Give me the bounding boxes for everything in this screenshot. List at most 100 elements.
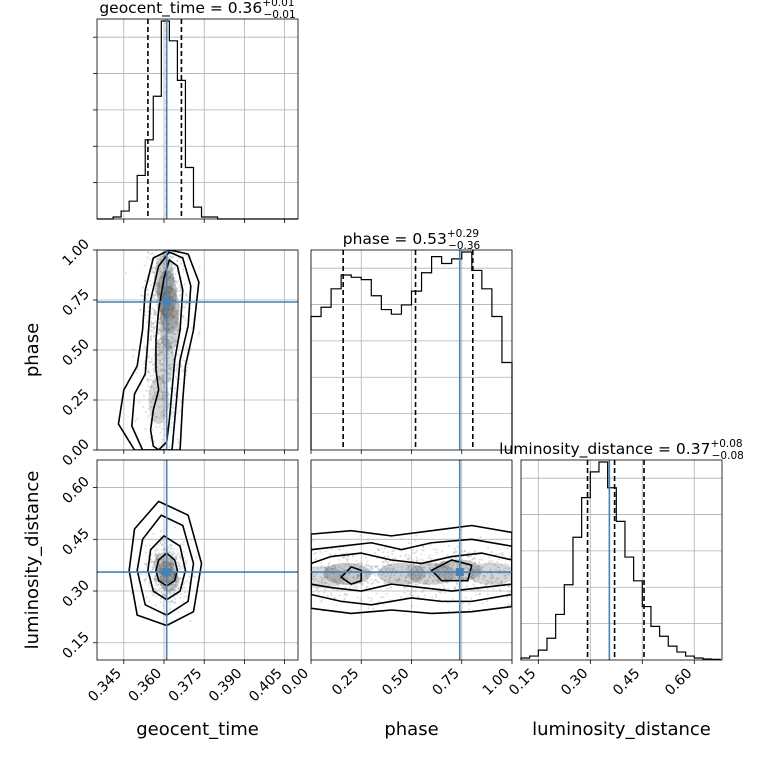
sample-point [389, 564, 392, 567]
sample-point [170, 551, 173, 554]
sample-point [338, 594, 341, 597]
x-tick-label: 0.75 [430, 666, 463, 699]
sample-point [130, 591, 133, 594]
sample-point [147, 415, 150, 418]
sample-point [368, 596, 371, 599]
sample-point [152, 316, 155, 319]
sample-point [172, 547, 175, 550]
sample-point [431, 566, 434, 569]
sample-point [148, 470, 150, 472]
histogram-phase [310, 251, 513, 450]
sample-point [161, 539, 164, 542]
sample-point [167, 291, 170, 294]
sample-point [150, 572, 153, 575]
sample-point [443, 565, 446, 568]
density-cell [467, 562, 512, 585]
sample-point [389, 586, 392, 589]
sample-point [423, 566, 426, 569]
sample-point [144, 562, 147, 565]
sample-point [149, 590, 152, 593]
sample-point [164, 588, 167, 591]
sample-point [172, 298, 175, 301]
sample-point [170, 421, 173, 424]
sample-point [500, 563, 503, 566]
sample-point [367, 539, 370, 542]
sample-point [168, 323, 171, 326]
sample-point [160, 530, 163, 533]
sample-point [174, 287, 177, 290]
sample-point [494, 564, 497, 567]
sample-point [155, 549, 158, 552]
sample-point [170, 319, 173, 322]
sample-point [167, 588, 170, 591]
sample-point [392, 557, 395, 560]
sample-point [374, 578, 377, 581]
sample-point [167, 327, 170, 330]
sample-point [335, 581, 338, 584]
sample-point [295, 574, 297, 576]
sample-point [299, 592, 301, 594]
sample-point [159, 587, 162, 590]
sample-point [161, 346, 164, 349]
sample-point [304, 560, 306, 562]
sample-point [422, 559, 425, 562]
sample-point [158, 397, 161, 400]
sample-point [180, 577, 183, 580]
sample-point [428, 568, 431, 571]
sample-point [429, 576, 432, 579]
sample-point [162, 561, 165, 564]
sample-point [301, 564, 303, 566]
sample-point [497, 558, 500, 561]
sample-point [410, 573, 413, 576]
sample-point [497, 565, 500, 568]
sample-point [157, 329, 160, 332]
sample-point [180, 236, 182, 238]
sample-point [400, 565, 403, 568]
sample-point [185, 190, 187, 192]
sample-point [147, 369, 150, 372]
sample-point [174, 332, 177, 335]
sample-point [160, 421, 163, 424]
sample-point [161, 311, 164, 314]
sample-point [490, 574, 493, 577]
y-tick-label: 0.00 [59, 436, 92, 469]
sample-point [490, 576, 493, 579]
sample-point [172, 299, 175, 302]
sample-point [158, 416, 161, 419]
sample-point [179, 225, 181, 227]
sample-point [173, 266, 176, 269]
sample-point [168, 327, 171, 330]
sample-point [548, 574, 550, 576]
sample-point [276, 563, 278, 565]
sample-point [347, 554, 350, 557]
sample-point [160, 351, 163, 354]
sample-point [161, 394, 164, 397]
sample-point [471, 558, 474, 561]
sample-point [178, 568, 181, 571]
sample-point [180, 365, 183, 368]
sample-point [162, 376, 165, 379]
x-tick-label: 0.360 [126, 666, 166, 706]
sample-point [151, 296, 154, 299]
sample-point [450, 566, 453, 569]
sample-point [162, 288, 165, 291]
sample-point [544, 569, 546, 571]
sample-point [146, 306, 149, 309]
sample-point [170, 547, 173, 550]
sample-point [171, 573, 174, 576]
sample-point [341, 552, 344, 555]
sample-point [269, 581, 271, 583]
sample-point [355, 585, 358, 588]
sample-point [161, 427, 164, 430]
sample-point [155, 578, 158, 581]
density-cell [154, 336, 174, 384]
sample-point [370, 597, 373, 600]
sample-point [159, 337, 162, 340]
sample-point [160, 350, 163, 353]
sample-point [162, 165, 164, 167]
sample-point [173, 346, 176, 349]
sample-point [413, 565, 416, 568]
sample-point [156, 558, 159, 561]
sample-point [162, 548, 165, 551]
sample-point [160, 212, 162, 214]
